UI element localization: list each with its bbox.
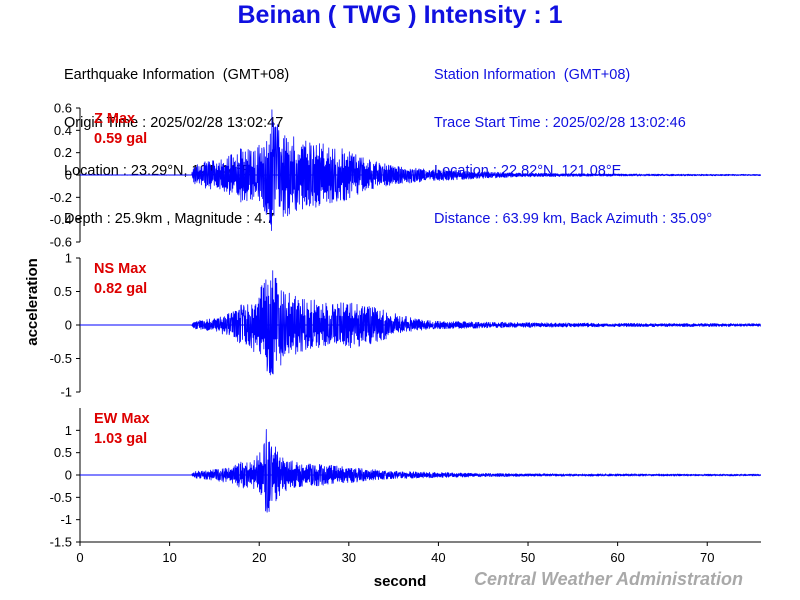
- max-value-ns: 0.82 gal: [94, 281, 147, 297]
- x-axis: 0 10 20 30 40 50 60 70: [76, 541, 761, 565]
- trace-start-time: Trace Start Time : 2025/02/28 13:02:46: [434, 115, 686, 131]
- panel-ns: 1 0.5 0 -0.5 -1 NS Max 0.82 gal: [50, 251, 761, 400]
- y-tick-label: 0.5: [54, 445, 72, 460]
- agency-credit: Central Weather Administration: [474, 569, 744, 589]
- y-tick-label: 0: [65, 318, 72, 333]
- panel-ew: 1 0.5 0 -0.5 -1 -1.5 EW Max 1.03 gal: [50, 408, 762, 550]
- earthquake-info-header: Earthquake Information (GMT+08): [64, 67, 290, 83]
- chart-title: Beinan ( TWG ) Intensity : 1: [237, 1, 563, 29]
- y-tick-label: -0.4: [50, 212, 72, 227]
- waveform-trace-ns: [79, 270, 761, 376]
- x-tick-label: 70: [700, 550, 714, 565]
- x-axis-title: second: [374, 573, 427, 590]
- y-tick-label: -0.5: [50, 351, 72, 366]
- y-axis-title: acceleration: [24, 258, 41, 346]
- y-tick-label: 0.6: [54, 101, 72, 116]
- y-tick-label: -1: [60, 512, 72, 527]
- x-tick-label: 0: [76, 550, 83, 565]
- y-tick-label: 0: [65, 468, 72, 483]
- y-tick-label: 0.2: [54, 145, 72, 160]
- station-distance: Distance : 63.99 km, Back Azimuth : 35.0…: [434, 211, 713, 227]
- station-info-header: Station Information (GMT+08): [434, 67, 631, 83]
- x-tick-label: 30: [342, 550, 356, 565]
- y-tick-label: -1: [60, 385, 72, 400]
- x-tick-label: 20: [252, 550, 266, 565]
- waveform-trace-ew: [79, 429, 762, 513]
- x-tick-label: 60: [610, 550, 624, 565]
- max-value-ew: 1.03 gal: [94, 431, 147, 447]
- y-tick-label: 0.4: [54, 123, 72, 138]
- x-tick-label: 10: [162, 550, 176, 565]
- y-tick-label: 1: [65, 423, 72, 438]
- station-info-block: Station Information (GMT+08) Trace Start…: [434, 35, 712, 243]
- y-tick-label: 0.5: [54, 284, 72, 299]
- waveform-trace-z: [79, 109, 762, 232]
- y-tick-label: 1: [65, 251, 72, 266]
- y-tick-label: -0.5: [50, 490, 72, 505]
- y-tick-label: -0.2: [50, 190, 72, 205]
- y-tick-label: 0: [65, 168, 72, 183]
- max-label-z: Z Max: [94, 111, 135, 127]
- x-tick-label: 40: [431, 550, 445, 565]
- y-tick-label: -1.5: [50, 535, 72, 550]
- y-tick-label: -0.6: [50, 235, 72, 250]
- depth-magnitude: Depth : 25.9km , Magnitude : 4.7: [64, 211, 275, 227]
- max-label-ew: EW Max: [94, 411, 150, 427]
- origin-time: Origin Time : 2025/02/28 13:02:47: [64, 115, 284, 131]
- max-label-ns: NS Max: [94, 261, 146, 277]
- max-value-z: 0.59 gal: [94, 131, 147, 147]
- panel-z: 0.6 0.4 0.2 0 -0.2 -0.4 -0.6 Z Max 0.59 gal: [50, 101, 762, 250]
- x-tick-label: 50: [521, 550, 535, 565]
